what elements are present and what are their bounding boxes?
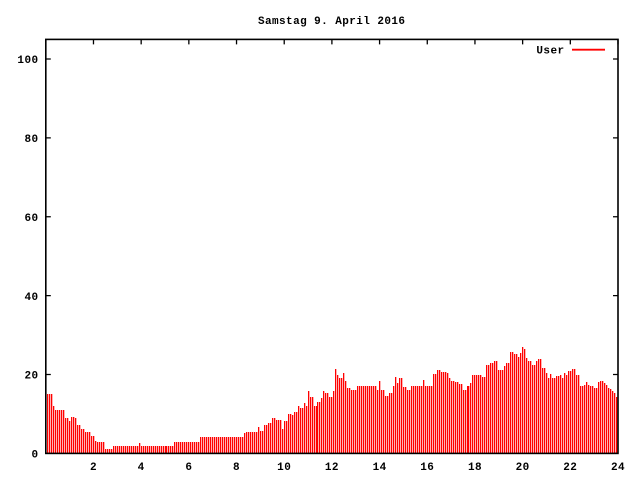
svg-text:4: 4: [138, 462, 145, 474]
svg-text:10: 10: [277, 462, 291, 474]
svg-text:Samstag 9. April 2016: Samstag 9. April 2016: [258, 16, 405, 28]
svg-text:100: 100: [17, 55, 38, 67]
svg-text:0: 0: [31, 450, 38, 462]
svg-text:8: 8: [233, 462, 240, 474]
svg-text:User: User: [536, 46, 564, 58]
svg-text:60: 60: [24, 213, 38, 225]
svg-text:24: 24: [611, 462, 625, 474]
svg-text:80: 80: [24, 134, 38, 146]
svg-text:6: 6: [185, 462, 192, 474]
svg-text:18: 18: [468, 462, 482, 474]
svg-text:14: 14: [373, 462, 387, 474]
svg-text:40: 40: [24, 292, 38, 304]
svg-text:20: 20: [516, 462, 530, 474]
svg-text:16: 16: [420, 462, 434, 474]
svg-text:22: 22: [563, 462, 577, 474]
svg-text:2: 2: [90, 462, 97, 474]
svg-text:12: 12: [325, 462, 339, 474]
svg-text:20: 20: [24, 371, 38, 383]
